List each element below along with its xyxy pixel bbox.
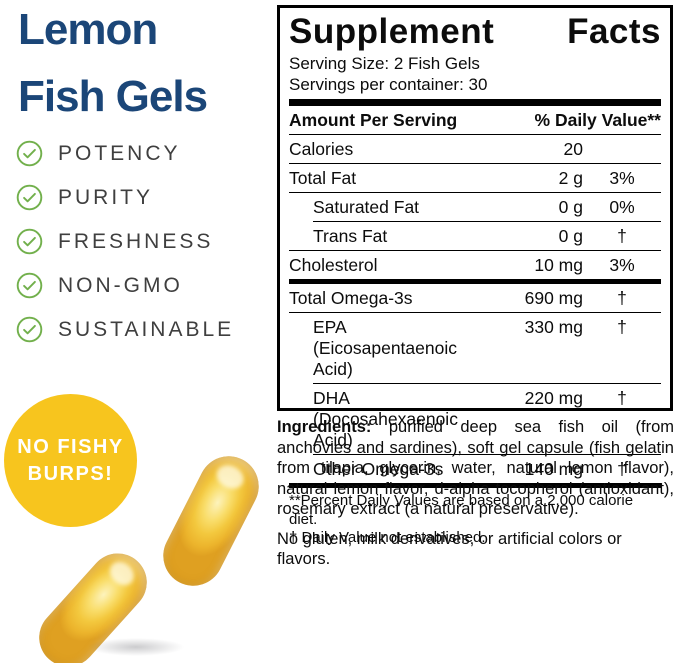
row-amount: 220 mg [524,387,583,408]
row-amount: 0 g [558,196,583,217]
row-divider-indented [313,454,661,455]
row-amount: 140 mg [524,458,583,479]
nutrition-row-calories: Calories 20 [289,135,661,163]
feature-item-purity: PURITY [16,184,266,211]
row-divider [289,250,661,251]
feature-label: SUSTAINABLE [58,317,235,341]
row-name: Total Omega-3s [289,287,413,308]
thick-divider [289,99,661,106]
amount-per-serving-header: Amount Per Serving [289,110,458,130]
feature-label: NON-GMO [58,273,183,297]
nutrition-row-epa: EPA (Eicosapentaenoic Acid) 330 mg † [289,313,661,383]
row-divider [289,312,661,313]
servings-per-container: Servings per container: 30 [289,75,488,94]
feature-list: POTENCY PURITY FRESHNESS NON-GMO SUSTAIN… [16,140,266,360]
row-name: DHA (Docosahexaenoic Acid) [313,387,458,450]
row-amount: 330 mg [524,316,583,337]
row-daily-value: † [617,287,627,308]
product-title: Lemon Fish Gels [18,0,268,130]
supplement-facts-title: Supplement Facts [289,11,661,53]
badge-text-line2: BURPS! [27,462,114,485]
title-word-supplement: Supplement [289,12,495,51]
row-divider-indented [313,383,661,384]
row-amount: 20 [563,138,583,159]
feature-label: POTENCY [58,141,181,165]
feature-item-non-gmo: NON-GMO [16,272,266,299]
row-name: Calories [289,138,354,159]
row-daily-value: † [617,458,627,479]
thick-divider [289,279,661,284]
badge-text-line1: NO FISHY [17,435,124,458]
supplement-facts-panel: Supplement Facts Serving Size: 2 Fish Ge… [277,5,673,546]
checkmark-circle-icon [16,316,43,343]
ingredients-section: Ingredients: purified deep sea fish oil … [277,417,674,570]
row-name: Total Fat [289,167,357,188]
nutrition-row-other-omega-3s: Other Omega-3s 140 mg † [289,455,661,483]
checkmark-circle-icon [16,272,43,299]
row-name: Saturated Fat [313,196,420,217]
serving-size: Serving Size: 2 Fish Gels [289,54,480,73]
row-amount: 0 g [558,225,583,246]
product-title-line2: Fish Gels [18,72,208,121]
feature-item-freshness: FRESHNESS [16,228,266,255]
title-word-facts: Facts [567,12,661,51]
row-divider [289,163,661,164]
row-daily-value: 3% [609,254,635,275]
row-divider [289,192,661,193]
nutrition-row-total-fat: Total Fat 2 g 3% [289,164,661,192]
daily-value-footnote: **Percent Daily Values are based on a 2,… [289,492,634,528]
daily-value-header: % Daily Value** [534,110,661,130]
row-name: EPA (Eicosapentaenoic Acid) [313,316,457,379]
thick-divider [289,483,661,488]
row-daily-value: 3% [609,167,635,188]
product-title-line1: Lemon [18,5,158,54]
row-amount: 10 mg [534,254,583,275]
row-daily-value: † [617,316,627,337]
row-daily-value: 0% [609,196,635,217]
nutrition-row-total-omega-3s: Total Omega-3s 690 mg † [289,284,661,312]
row-name: Cholesterol [289,254,378,275]
fish-oil-softgel-image [152,445,270,597]
dagger-footnote: † Daily Value not established. [289,529,486,546]
checkmark-circle-icon [16,184,43,211]
row-name: Trans Fat [313,225,388,246]
checkmark-circle-icon [16,228,43,255]
feature-label: FRESHNESS [58,229,214,253]
nutrition-row-saturated-fat: Saturated Fat 0 g 0% [289,193,661,221]
row-daily-value: † [617,387,627,408]
nutrition-header-row: Amount Per Serving % Daily Value** [289,106,661,134]
no-fishy-burps-badge: NO FISHY BURPS! [4,394,137,527]
row-amount: 690 mg [524,287,583,308]
nutrition-row-dha: DHA (Docosahexaenoic Acid) 220 mg † [289,384,661,454]
row-divider-indented [313,221,661,222]
ingredients-label: Ingredients: [277,418,372,436]
ingredients-text: purified deep sea fish oil (from anchovi… [277,418,674,518]
row-name: Other Omega-3s [313,458,444,479]
feature-item-sustainable: SUSTAINABLE [16,316,266,343]
row-divider [289,134,661,135]
row-daily-value: † [617,225,627,246]
capsule-shadow [88,638,184,656]
allergen-statement: No gluten, milk derivatives, or artifici… [277,529,622,569]
checkmark-circle-icon [16,140,43,167]
ingredients-paragraph: Ingredients: purified deep sea fish oil … [277,417,674,520]
feature-item-potency: POTENCY [16,140,266,167]
feature-label: PURITY [58,185,154,209]
nutrition-row-trans-fat: Trans Fat 0 g † [289,222,661,250]
nutrition-row-cholesterol: Cholesterol 10 mg 3% [289,251,661,279]
row-amount: 2 g [558,167,583,188]
